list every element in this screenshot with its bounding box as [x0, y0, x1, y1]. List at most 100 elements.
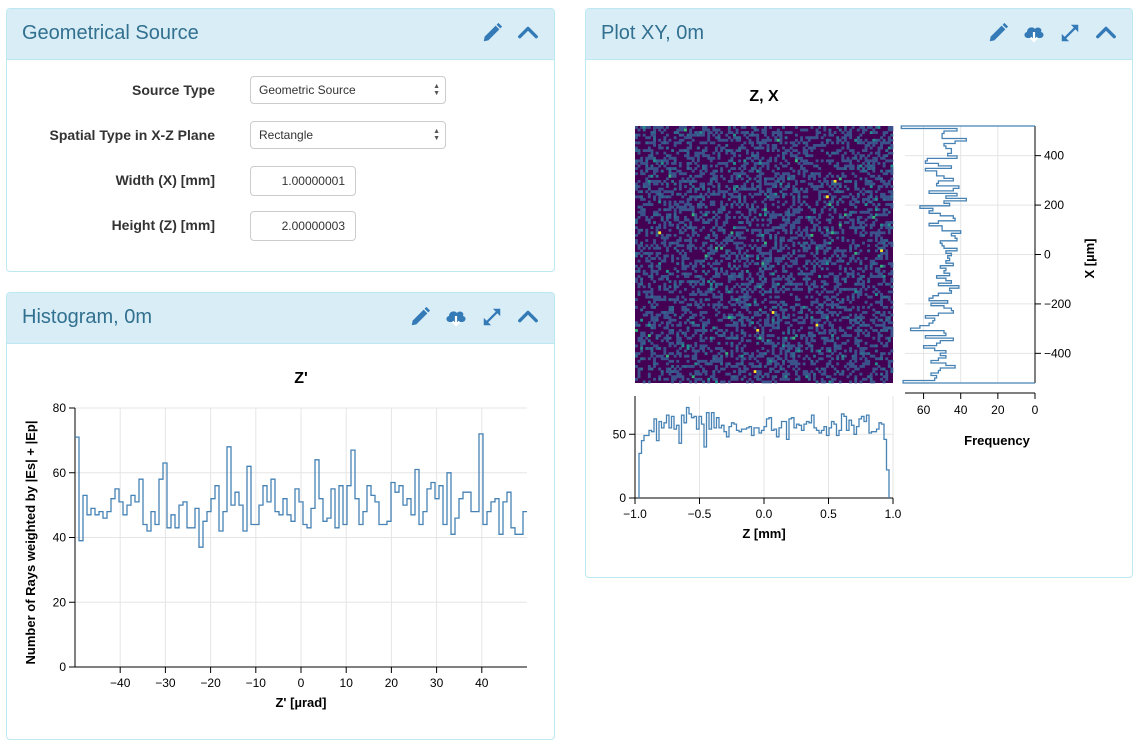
heatmap-cell [862, 226, 865, 230]
heatmap-cell [655, 251, 659, 255]
heatmap-cell [880, 300, 883, 304]
heatmap-cell [851, 210, 855, 214]
heatmap-cell [856, 218, 860, 222]
heatmap-cell [782, 226, 785, 230]
heatmap-cell [851, 269, 855, 273]
heatmap-cell [689, 161, 693, 165]
heatmap-cell [864, 287, 868, 291]
heatmap-cell [681, 377, 685, 381]
heatmap-cell [805, 128, 809, 132]
pencil-icon[interactable] [408, 305, 432, 329]
heatmap-cell [800, 179, 803, 183]
heatmap-cell [815, 143, 819, 147]
heatmap-cell [689, 262, 693, 266]
heatmap-cell [665, 367, 669, 371]
heatmap-cell [877, 331, 881, 335]
heatmap-cell [640, 344, 644, 348]
pencil-icon[interactable] [986, 21, 1010, 45]
heatmap-cell [792, 277, 796, 281]
heatmap-cell [751, 167, 754, 170]
heatmap-cell [673, 300, 677, 304]
heatmap-cell [761, 334, 765, 338]
heatmap-cell [851, 357, 855, 361]
heatmap-cell [880, 323, 883, 327]
heatmap-cell [714, 192, 718, 196]
y-tick-label: 0 [619, 491, 626, 505]
height-input[interactable]: 2.00000003 [250, 211, 356, 241]
heatmap-cell [678, 236, 682, 240]
heatmap-cell [779, 174, 783, 178]
heatmap-cell [887, 151, 891, 155]
heatmap-cell [810, 318, 814, 322]
heatmap-cell [707, 182, 711, 186]
heatmap-cell [684, 321, 687, 325]
heatmap-cell [818, 167, 822, 170]
heatmap-cell [689, 156, 693, 160]
expand-icon[interactable] [1058, 21, 1082, 45]
heatmap-cell [836, 282, 840, 286]
chevron-up-icon[interactable] [1094, 21, 1118, 45]
chevron-up-icon[interactable] [516, 305, 540, 329]
heatmap-cell [771, 228, 775, 232]
heatmap-cell [776, 249, 780, 253]
heatmap-cell [789, 236, 793, 240]
heatmap-cell [645, 347, 649, 350]
heatmap-cell [882, 352, 886, 356]
heatmap-cell [846, 156, 850, 160]
heatmap-cell [818, 215, 822, 219]
heatmap-cell [764, 203, 767, 206]
heatmap-cell [867, 210, 871, 214]
source-type-select[interactable]: Geometric Source ▲ ▼ [250, 76, 446, 104]
heatmap-cell [846, 362, 850, 366]
heatmap-cell [748, 213, 752, 217]
heatmap-cell [854, 251, 858, 255]
heatmap-cell [856, 293, 860, 296]
heatmap-cell [887, 326, 891, 330]
heatmap-cell [877, 241, 881, 245]
heatmap-cell [694, 282, 698, 286]
heatmap-cell [745, 295, 749, 299]
heatmap-cell [774, 239, 778, 242]
heatmap-cell [689, 136, 693, 140]
heatmap-cell [671, 305, 674, 309]
heatmap-cell [637, 210, 641, 214]
heatmap-cell [658, 287, 662, 291]
heatmap-cell [787, 246, 791, 250]
heatmap-cell [854, 210, 858, 214]
cloud-download-icon[interactable] [1022, 21, 1046, 45]
heatmap-cell [740, 336, 744, 340]
width-input[interactable]: 1.00000001 [250, 166, 356, 196]
heatmap-cell [655, 174, 659, 178]
heatmap-cell [787, 174, 791, 178]
heatmap-cell [709, 179, 713, 183]
heatmap-cell [838, 380, 842, 384]
heatmap-cell [702, 331, 705, 335]
heatmap-cell [740, 354, 744, 358]
heatmap-cell [882, 239, 886, 242]
heatmap-cell [779, 131, 783, 135]
heatmap-cell [764, 352, 767, 356]
heatmap-cell [691, 177, 695, 181]
heatmap-cell [725, 365, 729, 368]
heatmap-cell [859, 323, 863, 327]
heatmap-cell [782, 239, 785, 242]
heatmap-cell [805, 203, 809, 206]
chevron-up-icon[interactable] [516, 21, 540, 45]
heatmap-cell [810, 344, 814, 348]
pencil-icon[interactable] [480, 21, 504, 45]
heatmap-cell [681, 231, 685, 235]
heatmap-cell [735, 267, 739, 271]
heatmap-cell [743, 251, 747, 255]
heatmap-cell [867, 141, 871, 145]
spatial-type-select[interactable]: Rectangle ▲ ▼ [250, 121, 446, 149]
expand-icon[interactable] [480, 305, 504, 329]
cloud-download-icon[interactable] [444, 305, 468, 329]
heatmap-cell [650, 156, 654, 160]
heatmap-cell [676, 323, 680, 327]
heatmap-cell [825, 362, 829, 366]
heatmap-cell [890, 367, 894, 371]
heatmap-cell [782, 275, 785, 278]
heatmap-cell [805, 161, 809, 165]
heatmap-cell [828, 172, 832, 176]
heatmap-cell [882, 192, 886, 196]
